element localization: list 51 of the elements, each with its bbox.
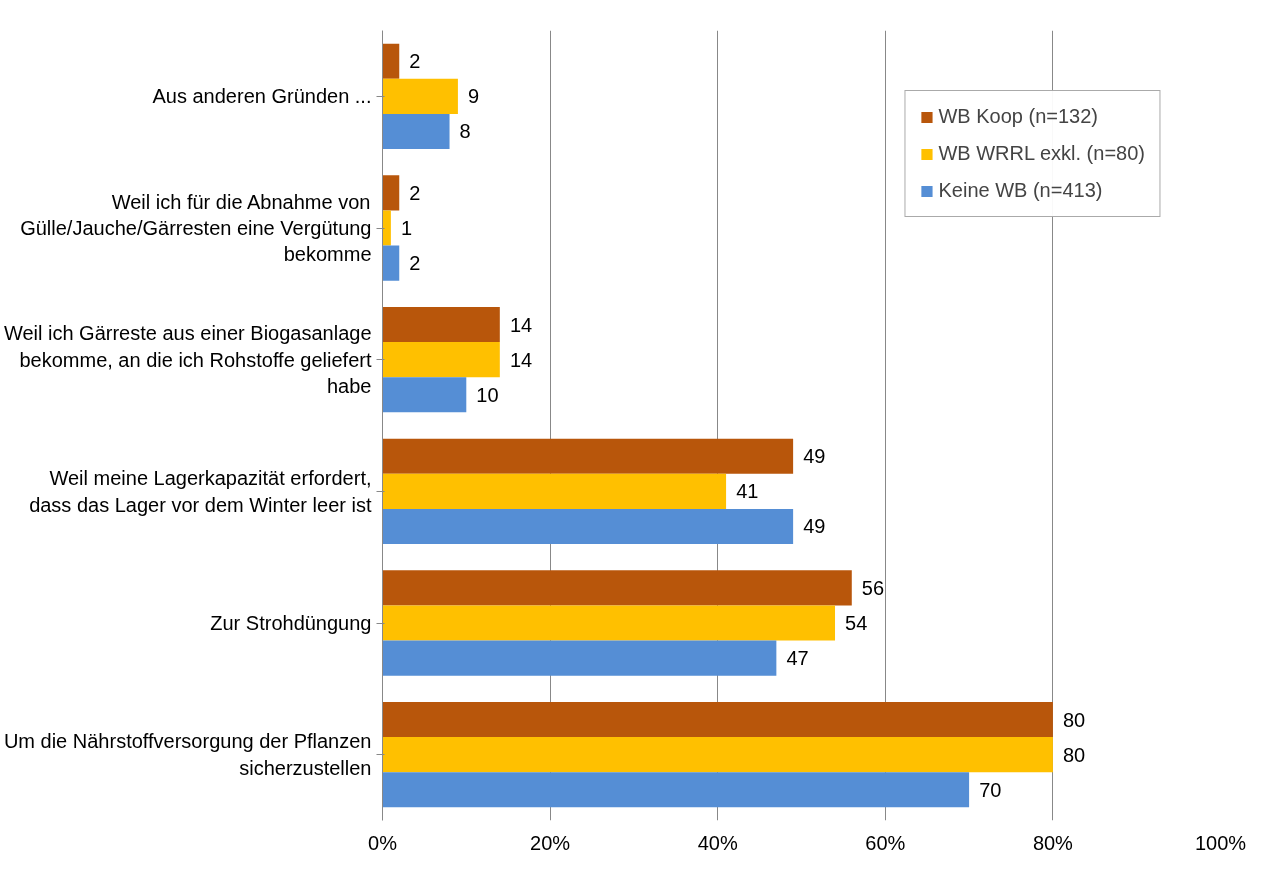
bar: [382, 508, 794, 544]
bar: [382, 113, 450, 149]
legend-label: WB Koop (n=132): [938, 105, 1098, 128]
data-label: 56: [861, 576, 885, 599]
bar: [382, 438, 794, 474]
y-tick-label: Weil ich Gärreste aus einer Biogasanlage bekomme, an die ich Rohstoffe geliefert habe: [3, 322, 372, 398]
bar: [382, 342, 500, 378]
data-label: 2: [409, 252, 421, 275]
legend-label: Keine WB (n=413): [938, 179, 1103, 202]
bar: [382, 78, 458, 114]
bar: [382, 605, 836, 641]
y-tick-label: Weil meine Lagerkapazität erfordert, dass das Lager vor dem Winter leer ist: [29, 467, 372, 516]
bar: [382, 43, 400, 79]
data-label: 14: [509, 313, 533, 336]
bar: [382, 245, 400, 281]
data-label: 49: [803, 445, 826, 468]
bar: [382, 570, 852, 606]
data-label: 2: [409, 50, 421, 73]
data-label: 49: [803, 515, 826, 538]
x-tick-label: 0%: [368, 831, 398, 854]
bar: [382, 210, 391, 246]
y-tick-label: Aus anderen Gründen ...: [152, 85, 372, 108]
x-tick-label: 80%: [1032, 831, 1074, 854]
x-tick-label: 20%: [530, 831, 571, 854]
data-label: 80: [1062, 743, 1086, 766]
bar: [382, 307, 500, 343]
data-label: 54: [845, 612, 868, 634]
bar: [382, 473, 727, 509]
bar: [382, 702, 1053, 738]
x-tick-label: 100%: [1194, 831, 1247, 854]
bar: [382, 772, 970, 808]
x-tick-label: 40%: [697, 831, 738, 854]
data-label: 10: [476, 383, 499, 406]
data-label: 2: [409, 181, 421, 204]
bar: [382, 175, 400, 211]
bar: [382, 737, 1053, 773]
data-label: 1: [400, 217, 413, 239]
bar: [382, 377, 467, 413]
data-label: 41: [736, 480, 759, 503]
data-label: 9: [467, 85, 480, 108]
y-tick-label: Um die Nährstoffversorgung der Pflanzen sicherzustellen: [3, 730, 372, 779]
bar: [382, 640, 777, 676]
data-label: 14: [509, 348, 533, 371]
data-label: 47: [786, 647, 809, 670]
legend-label: WB WRRL exkl. (n=80): [938, 142, 1145, 165]
data-label: 8: [459, 120, 471, 143]
y-tick-label: Weil ich für die Abnahme von Gülle/Jauche/Gärresten eine Vergütung bekomme: [20, 190, 372, 266]
data-label: 70: [979, 778, 1002, 801]
x-tick-label: 60%: [865, 831, 906, 854]
data-label: 80: [1062, 708, 1086, 731]
y-tick-label: Zur Strohdüngung: [210, 612, 372, 634]
